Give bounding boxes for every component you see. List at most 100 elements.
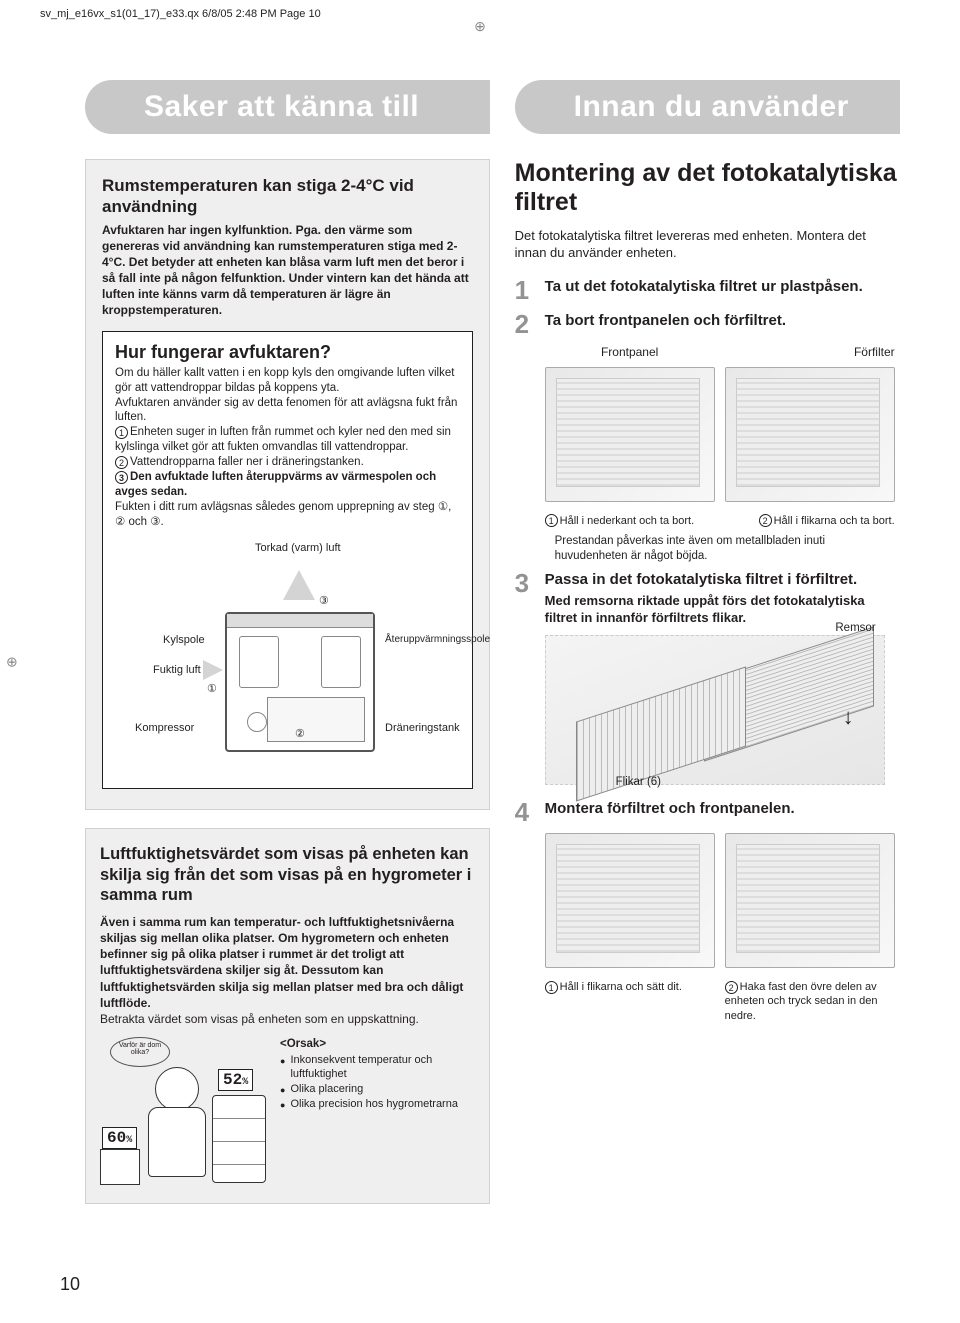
caption-2a: 1Håll i nederkant och ta bort. [545,514,715,528]
filter-illustration: Remsor Flikar (6) ↓ [545,635,885,785]
label-aterupp: Återuppvärmningsspole [385,634,490,645]
orsak-title: <Orsak> [280,1037,475,1053]
hygrometer-icon [100,1149,140,1185]
box2-p2: Betrakta värdet som visas på enheten som… [100,1011,475,1027]
body-icon [148,1107,206,1177]
how-it-works-box: Hur fungerar avfuktaren? Om du häller ka… [102,331,473,789]
step-2: 2 Ta bort frontpanelen och förfiltret. [515,311,900,337]
step-1: 1 Ta ut det fotokatalytiska filtret ur p… [515,277,900,303]
coil-right [321,636,361,688]
step-1-number: 1 [515,277,537,303]
label-kompressor: Kompressor [135,722,194,734]
caption-num1b-icon: 1 [545,981,558,994]
label-fuktig: Fuktig luft [153,664,201,676]
image-forfilter [725,367,895,502]
page: sv_mj_e16vx_s1(01_17)_e33.qx 6/8/05 2:48… [0,0,960,1323]
left-column: Saker att känna till Rumstemperaturen ka… [85,80,490,1204]
box1-p1: Avfuktaren har ingen kylfunktion. Pga. d… [102,222,473,319]
image-step4b [725,833,895,968]
orsak-item-2: Olika placering [280,1082,475,1097]
info-box-humidity: Luftfuktighetsvärdet som visas på enhete… [85,828,490,1204]
step-4: 4 Montera förfiltret och frontpanelen. [515,799,900,825]
down-arrow-icon: ↓ [843,704,854,730]
dehumidifier-diagram: Torkad (varm) luft ③ Kylspole Fuktig luf… [115,542,460,772]
image-frontpanel [545,367,715,502]
right-intro: Det fotokatalytiska filtret levereras me… [515,227,900,262]
inner-p1: Om du häller kallt vatten i en kopp kyls… [115,366,460,396]
head-icon [155,1067,199,1111]
step4-images [545,833,900,968]
inner-title: Hur fungerar avfuktaren? [115,342,460,363]
label-frontpanel: Frontpanel [545,345,715,359]
right-column: Innan du använder Montering av det fotok… [515,80,900,1204]
orsak-list: <Orsak> Inkonsekvent temperatur och luft… [280,1037,475,1112]
crop-mark-left: ⊕ [6,653,18,670]
coil-left [239,636,279,688]
info-box-temperature: Rumstemperaturen kan stiga 2-4°C vid anv… [85,159,490,810]
print-header: sv_mj_e16vx_s1(01_17)_e33.qx 6/8/05 2:48… [0,0,960,20]
step2-images [545,367,900,502]
caption-num2b-icon: 2 [725,981,738,994]
num3-icon: 3 [115,471,128,484]
label-remsor: Remsor [835,622,875,634]
label-forfilter: Förfilter [725,345,895,359]
arrow-up-icon [283,570,315,600]
step-2-text: Ta bort frontpanelen och förfiltret. [545,311,786,331]
content: Saker att känna till Rumstemperaturen ka… [0,20,960,1224]
step-2-number: 2 [515,311,537,337]
page-number: 10 [60,1274,80,1295]
inner-p3: Fukten i ditt rum avlägsnas således geno… [115,500,460,530]
unit-top [227,614,373,628]
caption-4b: 2Haka fast den övre delen av enheten och… [725,980,895,1023]
right-title-text: Innan du använder [574,90,849,124]
step-3-text: Passa in det fotokatalytiska filtret i f… [545,570,900,590]
note-text: Prestandan påverkas inte även om metallb… [555,534,900,564]
right-title: Innan du använder [515,80,900,134]
label-n2: ② [295,727,305,740]
step-1-text: Ta ut det fotokatalytiska filtret ur pla… [545,277,863,303]
left-title: Saker att känna till [85,80,490,134]
label-n3: ③ [319,594,329,607]
arrow-in-icon [203,660,223,680]
label-tank: Dräneringstank [385,722,460,734]
caption-num1-icon: 1 [545,514,558,527]
tank-box [267,697,365,742]
image-step4a [545,833,715,968]
caption-2b: 2Håll i flikarna och ta bort. [725,514,895,528]
num2-icon: 2 [115,456,128,469]
speech-bubble: Varför är dom olika? [110,1037,170,1067]
num1-icon: 1 [115,426,128,439]
step2-captions: 1Håll i nederkant och ta bort. 2Håll i f… [545,510,900,528]
display-52: 52% [218,1069,253,1091]
label-flikar: Flikar (6) [616,776,661,788]
inner-p2: Avfuktaren använder sig av detta fenomen… [115,396,460,426]
step-3-body: Passa in det fotokatalytiska filtret i f… [545,570,900,627]
humidity-illustration-row: Varför är dom olika? 60% 52% <Or [100,1037,475,1187]
step-3: 3 Passa in det fotokatalytiska filtret i… [515,570,900,627]
person-illustration: Varför är dom olika? 60% 52% [100,1037,270,1187]
crop-mark-top: ⊕ [474,18,486,35]
orsak-item-3: Olika precision hos hygrometrarna [280,1097,475,1112]
title-bar: Innan du använder [542,80,900,134]
label-torkad: Torkad (varm) luft [255,542,341,554]
orsak-item-1: Inkonsekvent temperatur och luftfuktighe… [280,1053,475,1083]
step-4-number: 4 [515,799,537,825]
dehumidifier-icon [212,1095,266,1183]
box1-heading: Rumstemperaturen kan stiga 2-4°C vid anv… [102,175,473,218]
compressor-icon [247,712,267,732]
inner-li2: 2Vattendropparna faller ner i dränerings… [115,455,460,470]
inner-li1: 1Enheten suger in luften från rummet och… [115,425,460,455]
box2-heading: Luftfuktighetsvärdet som visas på enhete… [100,844,475,906]
step4-captions: 1Håll i flikarna och sätt dit. 2Haka fas… [545,976,900,1023]
label-n1: ① [207,682,217,695]
box2-p1: Även i samma rum kan temperatur- och luf… [100,914,475,1011]
step2-labels: Frontpanel Förfilter [545,345,900,359]
step-3-number: 3 [515,570,537,627]
title-bar: Saker att känna till [112,80,490,134]
right-heading: Montering av det fotokatalytiska filtret [515,159,900,217]
caption-4a: 1Håll i flikarna och sätt dit. [545,980,715,1023]
inner-li3: 3Den avfuktade luften återuppvärms av vä… [115,470,460,500]
step-4-text: Montera förfiltret och frontpanelen. [545,799,795,825]
left-title-text: Saker att känna till [144,90,419,124]
step-2-body: Ta bort frontpanelen och förfiltret. [545,311,786,337]
